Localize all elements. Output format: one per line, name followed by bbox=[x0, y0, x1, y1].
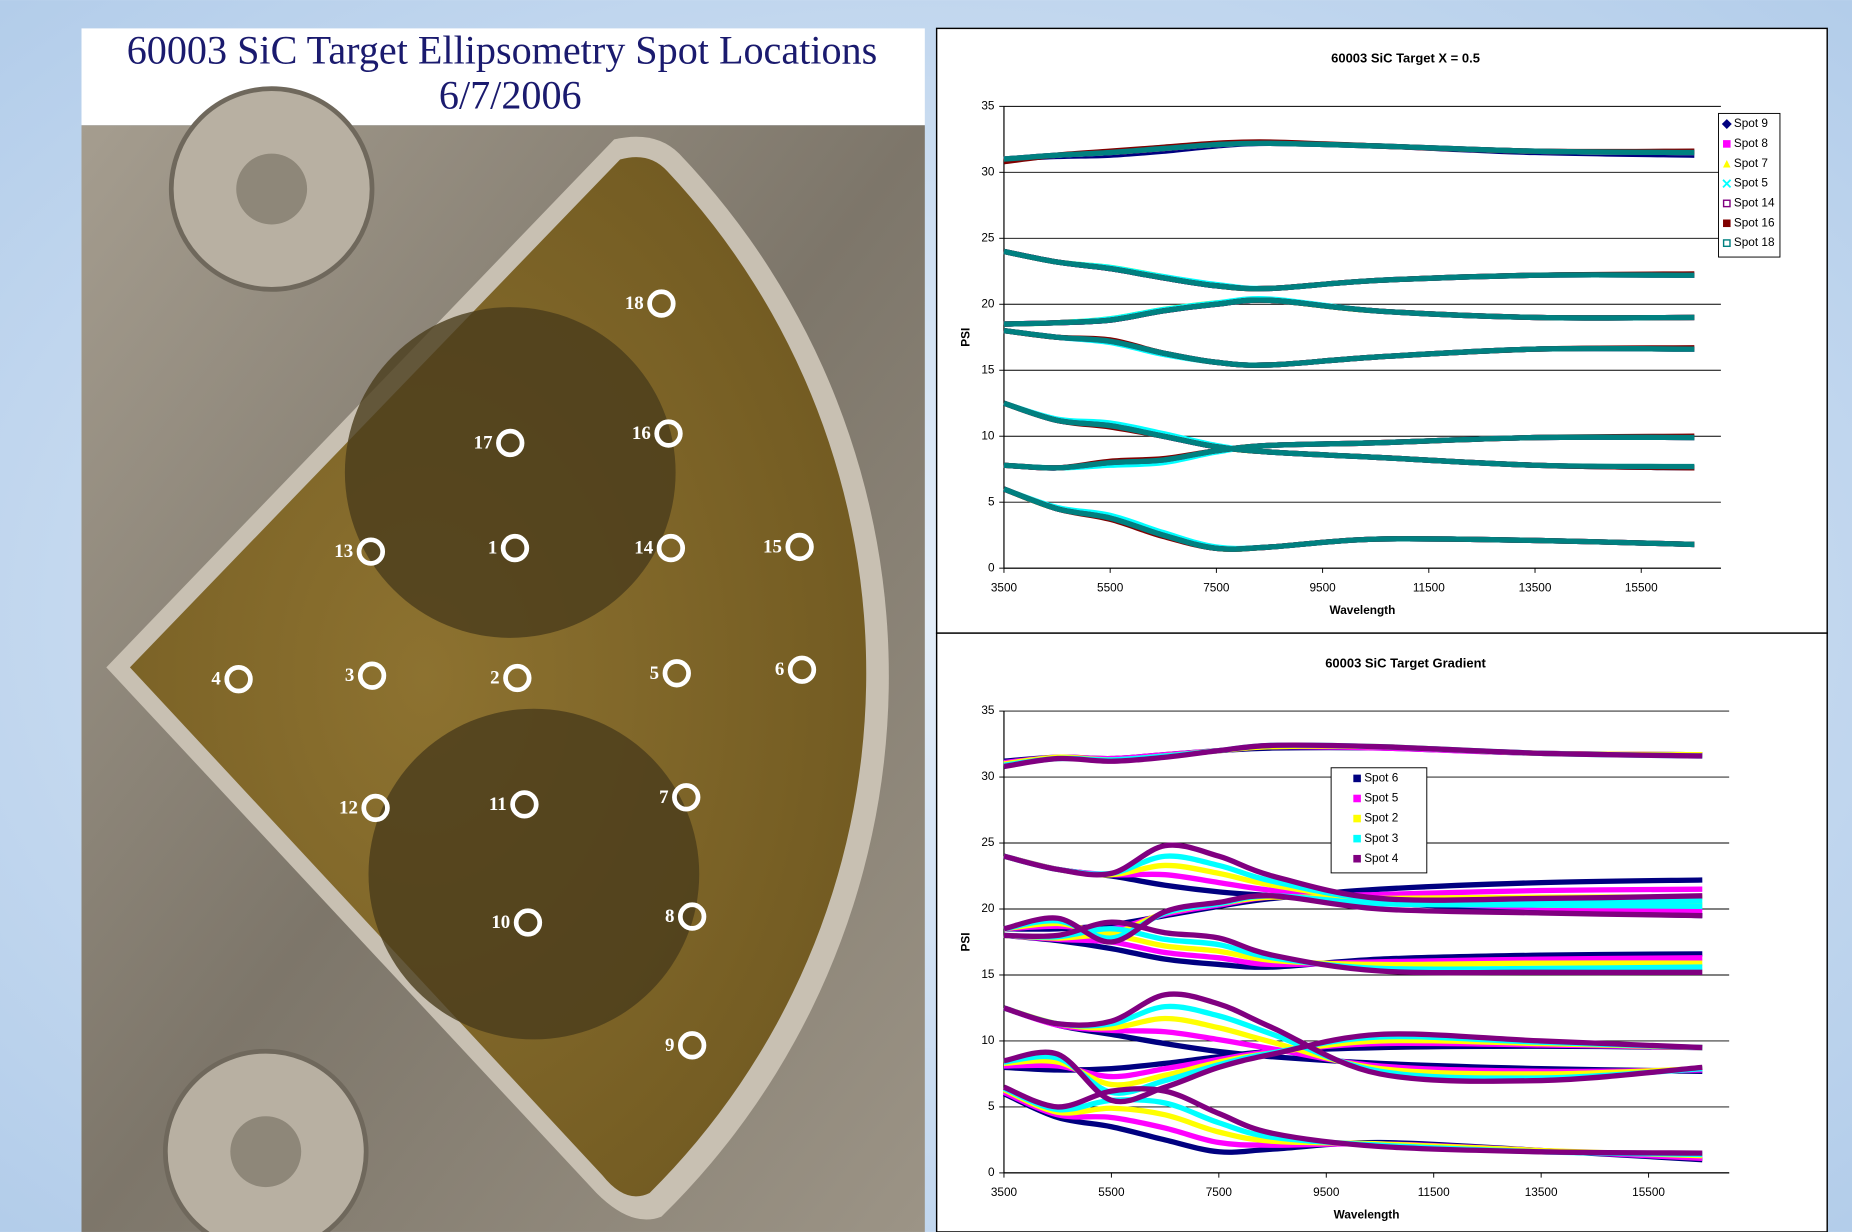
spot-label: 11 bbox=[489, 794, 507, 815]
legend-marker bbox=[1353, 775, 1361, 783]
x-tick-label: 9500 bbox=[1313, 1185, 1340, 1199]
legend-label: Spot 3 bbox=[1364, 831, 1399, 845]
spot-label: 6 bbox=[775, 659, 784, 680]
spot-label: 7 bbox=[659, 787, 668, 808]
x-tick-label: 11500 bbox=[1413, 580, 1445, 594]
y-tick-label: 30 bbox=[981, 164, 995, 178]
chart: 60003 SiC Target Gradient Wavelength PSI 0 5… bbox=[937, 633, 1828, 1232]
y-tick-label: 20 bbox=[981, 901, 995, 915]
spot-label: 8 bbox=[665, 906, 674, 927]
chart-title: 60003 SiC Target X = 0.5 bbox=[1331, 51, 1480, 66]
x-tick-label: 13500 bbox=[1519, 580, 1552, 594]
spot-label: 10 bbox=[491, 912, 510, 933]
x-tick-label: 7500 bbox=[1203, 580, 1230, 594]
spot-label: 2 bbox=[490, 668, 499, 689]
x-tick-label: 11500 bbox=[1418, 1185, 1450, 1199]
legend-marker bbox=[1724, 200, 1730, 206]
x-axis-label: Wavelength bbox=[1330, 603, 1396, 617]
y-tick-label: 10 bbox=[981, 1033, 995, 1047]
photo-title: 60003 SiC Target Ellipsometry Spot Locat… bbox=[127, 28, 878, 73]
x-axis-label: Wavelength bbox=[1334, 1208, 1400, 1222]
spot-label: 13 bbox=[334, 541, 353, 562]
chart-title: 60003 SiC Target Gradient bbox=[1325, 655, 1486, 670]
legend-label: Spot 2 bbox=[1364, 811, 1398, 825]
y-tick-label: 25 bbox=[981, 230, 995, 244]
legend-marker bbox=[1353, 795, 1361, 803]
chart: 60003 SiC Target X = 0.5 Wavelength PSI 0 5 1… bbox=[937, 28, 1828, 633]
x-tick-label: 15500 bbox=[1632, 1185, 1665, 1199]
legend-label: Spot 18 bbox=[1734, 235, 1775, 249]
spot-label: 15 bbox=[763, 536, 782, 557]
legend-label: Spot 5 bbox=[1364, 791, 1399, 805]
spot-label: 17 bbox=[474, 432, 493, 453]
spot-label: 16 bbox=[632, 423, 651, 444]
y-tick-label: 15 bbox=[981, 362, 995, 376]
spot-label: 14 bbox=[634, 538, 653, 559]
page: 60003 SiC Target Ellipsometry Spot Locat… bbox=[0, 0, 1852, 1232]
x-tick-label: 7500 bbox=[1206, 1185, 1233, 1199]
slide: 60003 SiC Target Ellipsometry Spot Locat… bbox=[0, 0, 1852, 1232]
x-tick-label: 3500 bbox=[991, 1185, 1018, 1199]
legend-label: Spot 9 bbox=[1734, 116, 1768, 130]
y-tick-label: 20 bbox=[981, 296, 995, 310]
x-tick-label: 13500 bbox=[1525, 1185, 1558, 1199]
spot-label: 18 bbox=[625, 293, 644, 314]
legend-label: Spot 4 bbox=[1364, 851, 1399, 865]
y-tick-label: 10 bbox=[981, 428, 995, 442]
spot-label: 5 bbox=[650, 663, 659, 684]
spot-label: 12 bbox=[339, 797, 358, 818]
y-tick-label: 25 bbox=[981, 835, 995, 849]
legend-marker bbox=[1724, 240, 1730, 246]
x-tick-label: 15500 bbox=[1625, 580, 1658, 594]
y-tick-label: 5 bbox=[988, 494, 995, 508]
dark-spot bbox=[345, 307, 676, 638]
bolt-head bbox=[236, 154, 307, 225]
legend-label: Spot 7 bbox=[1734, 156, 1768, 170]
bolt-head bbox=[230, 1116, 301, 1187]
y-axis-label: PSI bbox=[958, 328, 972, 347]
x-tick-label: 9500 bbox=[1309, 580, 1336, 594]
legend-label: Spot 6 bbox=[1364, 771, 1399, 785]
y-tick-label: 35 bbox=[981, 98, 995, 112]
y-tick-label: 0 bbox=[988, 1165, 995, 1179]
legend-marker bbox=[1723, 140, 1731, 148]
legend-marker bbox=[1723, 219, 1731, 227]
y-tick-label: 35 bbox=[981, 703, 995, 717]
y-tick-label: 15 bbox=[981, 967, 995, 981]
y-axis-label: PSI bbox=[958, 932, 972, 951]
y-tick-label: 5 bbox=[988, 1099, 995, 1113]
x-tick-label: 5500 bbox=[1097, 580, 1124, 594]
dark-spot bbox=[369, 709, 700, 1040]
legend-marker bbox=[1353, 815, 1361, 823]
x-tick-label: 3500 bbox=[991, 580, 1018, 594]
y-tick-label: 0 bbox=[988, 560, 995, 574]
x-tick-label: 5500 bbox=[1098, 1185, 1125, 1199]
legend-label: Spot 14 bbox=[1734, 196, 1775, 210]
legend-label: Spot 16 bbox=[1734, 215, 1775, 229]
legend-marker bbox=[1353, 855, 1361, 863]
legend-label: Spot 5 bbox=[1734, 176, 1769, 190]
spot-label: 3 bbox=[345, 665, 354, 686]
charts: 60003 SiC Target X = 0.5 Wavelength PSI 0 5 1… bbox=[937, 28, 1828, 1232]
photo-date: 6/7/2006 bbox=[439, 72, 582, 117]
legend-marker bbox=[1353, 835, 1361, 843]
spot-label: 9 bbox=[665, 1035, 674, 1056]
spot-label: 1 bbox=[488, 538, 497, 559]
spot-label: 4 bbox=[211, 669, 221, 690]
legend-label: Spot 8 bbox=[1734, 136, 1769, 150]
y-tick-label: 30 bbox=[981, 769, 995, 783]
